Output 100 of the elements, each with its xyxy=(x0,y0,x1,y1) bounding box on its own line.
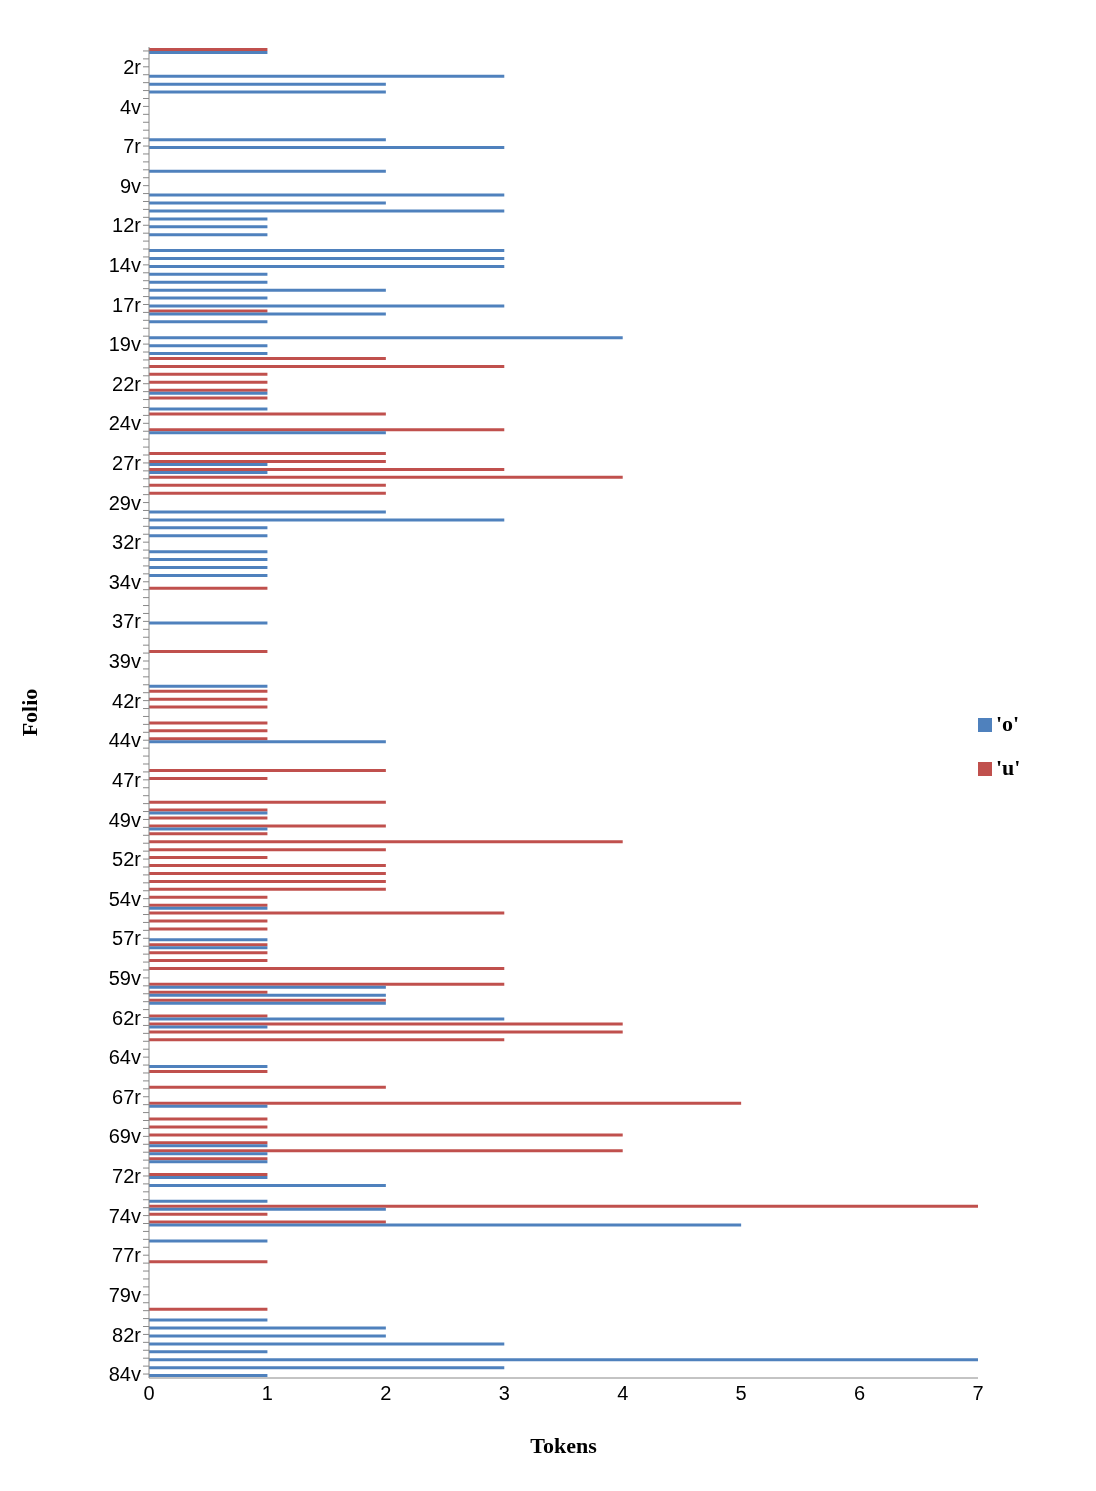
bar xyxy=(149,1350,268,1354)
bar xyxy=(149,534,268,538)
y-tick-label: 42r xyxy=(112,689,142,712)
bar xyxy=(149,1101,742,1105)
x-tick-label: 3 xyxy=(498,1382,510,1405)
bar xyxy=(149,689,268,693)
bar xyxy=(149,146,505,150)
bar xyxy=(149,304,505,308)
x-tick-label: 2 xyxy=(380,1382,392,1405)
y-tick-label: 2r xyxy=(123,55,142,78)
bar xyxy=(149,280,268,284)
legend-label: 'u' xyxy=(996,754,1021,780)
y-tick-label: 62r xyxy=(112,1006,142,1029)
bar xyxy=(149,467,505,471)
bar xyxy=(149,1260,268,1264)
y-tick-label: 64v xyxy=(108,1046,141,1069)
bar xyxy=(149,452,386,456)
bar xyxy=(149,526,268,530)
bar xyxy=(149,684,268,688)
bar xyxy=(149,800,386,804)
bar xyxy=(149,1152,268,1156)
bar xyxy=(149,879,386,883)
bar xyxy=(149,288,386,292)
bar xyxy=(149,558,268,562)
bar xyxy=(149,776,268,780)
bar xyxy=(149,169,386,173)
bar xyxy=(149,856,268,860)
bar xyxy=(149,1307,268,1311)
bar xyxy=(149,428,505,432)
bar xyxy=(149,1038,505,1042)
bar xyxy=(149,1223,742,1227)
bar xyxy=(149,272,268,276)
bar xyxy=(149,951,268,955)
bar xyxy=(149,1125,268,1129)
bar xyxy=(149,201,386,205)
bar xyxy=(149,364,505,368)
bar xyxy=(149,256,505,260)
y-tick-label: 52r xyxy=(112,848,142,871)
bar xyxy=(149,1358,978,1362)
bar xyxy=(149,336,623,340)
bar xyxy=(149,565,268,569)
bar xyxy=(149,1070,268,1074)
bar xyxy=(149,816,268,820)
x-tick-label: 4 xyxy=(617,1382,629,1405)
bar xyxy=(149,510,386,514)
bar xyxy=(149,1176,268,1180)
bar xyxy=(149,249,505,253)
y-axis-title: Folio xyxy=(16,688,42,737)
x-tick-label: 5 xyxy=(735,1382,747,1405)
bar xyxy=(149,74,505,78)
bar xyxy=(149,1374,268,1378)
bar xyxy=(149,1342,505,1346)
bar xyxy=(149,621,268,625)
bar xyxy=(149,209,505,213)
bar xyxy=(149,848,386,852)
bar xyxy=(149,573,268,577)
x-tick-label: 0 xyxy=(143,1382,155,1405)
x-tick-label: 7 xyxy=(972,1382,984,1405)
bar xyxy=(149,1183,386,1187)
y-tick-label: 34v xyxy=(108,570,141,593)
bar xyxy=(149,1085,386,1089)
bar xyxy=(149,1017,505,1021)
bar xyxy=(149,1212,268,1216)
y-tick-label: 49v xyxy=(108,808,141,831)
bar xyxy=(149,650,268,654)
y-tick-label: 22r xyxy=(112,372,142,395)
bar xyxy=(149,721,268,725)
bar xyxy=(149,967,505,971)
y-tick-label: 77r xyxy=(112,1244,142,1267)
bar xyxy=(149,737,268,741)
bar xyxy=(149,927,268,931)
bar xyxy=(149,1366,505,1370)
y-tick-label: 84v xyxy=(108,1363,141,1386)
bar xyxy=(149,1239,268,1243)
bar xyxy=(149,938,268,942)
y-tick-label: 17r xyxy=(112,293,142,316)
bar xyxy=(149,993,386,997)
y-tick-label: 12r xyxy=(112,214,142,237)
y-tick-label: 32r xyxy=(112,531,142,554)
y-tick-label: 69v xyxy=(108,1125,141,1148)
y-tick-label: 9v xyxy=(119,174,141,197)
y-tick-label: 19v xyxy=(108,333,141,356)
bar xyxy=(149,768,386,772)
bar xyxy=(149,475,623,479)
bar xyxy=(149,518,505,522)
bar xyxy=(149,871,386,875)
bar xyxy=(149,462,268,466)
bar xyxy=(149,1117,268,1121)
y-tick-label: 79v xyxy=(108,1283,141,1306)
bar xyxy=(149,1104,268,1108)
bar xyxy=(149,840,623,844)
y-tick-label: 4v xyxy=(119,95,141,118)
bar xyxy=(149,459,386,463)
y-tick-label: 54v xyxy=(108,887,141,910)
bar xyxy=(149,1133,623,1137)
bar xyxy=(149,1199,268,1203)
bar xyxy=(149,372,268,376)
y-tick-label: 59v xyxy=(108,967,141,990)
x-axis-title: Tokens xyxy=(530,1433,598,1458)
y-tick-label: 14v xyxy=(108,253,141,276)
